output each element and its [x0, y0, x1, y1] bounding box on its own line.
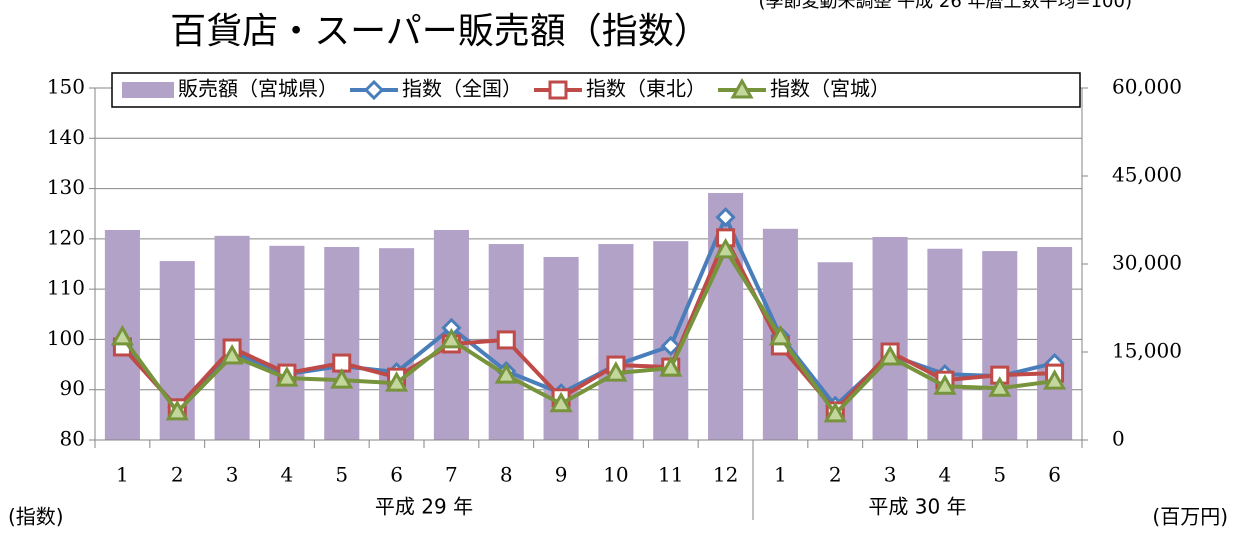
point: [220, 343, 244, 365]
point: [604, 361, 628, 382]
point: [878, 344, 902, 366]
point: [494, 363, 518, 384]
x-tick-label: 6: [1048, 463, 1061, 487]
x-tick-label: 8: [500, 463, 513, 487]
y-tick-label: 120: [47, 225, 85, 249]
legend-swatch: [122, 82, 174, 98]
point: [439, 327, 463, 349]
bar: [379, 248, 415, 440]
y2-axis-label: (百万円): [1152, 505, 1228, 529]
group-label: 平成 30 年: [868, 495, 966, 519]
bar: [598, 244, 634, 440]
x-tick-label: 3: [884, 463, 897, 487]
legend-label: 指数（宮城）: [770, 77, 890, 101]
legend-marker: [730, 77, 754, 99]
legend-marker: [363, 79, 385, 101]
y-tick-label: 130: [47, 175, 85, 199]
y2-tick-label: 15,000: [1112, 339, 1182, 363]
bar: [543, 256, 579, 440]
point: [660, 335, 681, 357]
bar: [324, 246, 360, 440]
point: [549, 391, 573, 413]
line: [120, 235, 1055, 413]
x-tick-label: 9: [555, 463, 568, 487]
x-tick-label: 5: [993, 463, 1006, 487]
x-tick-label: 4: [939, 463, 952, 487]
x-tick-label: 1: [116, 463, 129, 487]
x-tick-label: 11: [658, 463, 683, 487]
y-tick-label: 80: [60, 427, 85, 451]
x-tick-label: 12: [713, 463, 738, 487]
legend-marker: [548, 80, 568, 100]
point: [768, 324, 792, 346]
y2-tick-label: 60,000: [1112, 75, 1182, 99]
group-label: 平成 29 年: [375, 495, 473, 519]
chart-title: 百貨店・スーパー販売額（指数）: [170, 11, 710, 52]
y-tick-label: 140: [47, 125, 85, 149]
legend-label: 指数（全国）: [402, 77, 522, 101]
x-tick-label: 3: [226, 463, 239, 487]
legend-box: [111, 72, 1081, 108]
legend-label: 指数（東北）: [586, 77, 706, 101]
point: [275, 366, 299, 387]
point: [823, 401, 847, 423]
x-tick-label: 1: [774, 463, 787, 487]
note: (季節変動未調整 平成 26 年暦上数平均=100): [758, 0, 1132, 12]
point: [165, 399, 189, 421]
bar: [269, 245, 305, 440]
point: [1043, 369, 1067, 390]
point: [385, 371, 409, 392]
point: [659, 356, 683, 377]
x-tick-label: 6: [390, 463, 403, 487]
point: [330, 368, 354, 389]
point: [715, 207, 736, 228]
x-tick-label: 7: [445, 463, 458, 487]
point: [110, 324, 134, 346]
y2-tick-label: 30,000: [1112, 251, 1182, 275]
y2-tick-label: 0: [1112, 427, 1125, 451]
y2-tick-label: 45,000: [1112, 163, 1182, 187]
point: [714, 237, 738, 259]
x-tick-label: 10: [603, 463, 628, 487]
bar: [1037, 246, 1073, 440]
y-tick-label: 90: [60, 376, 85, 400]
x-tick-label: 4: [281, 463, 294, 487]
point: [988, 376, 1012, 397]
y-tick-label: 100: [47, 326, 85, 350]
bar: [214, 235, 250, 440]
x-tick-label: 2: [171, 463, 184, 487]
x-tick-label: 5: [335, 463, 348, 487]
bar: [927, 248, 963, 440]
y-tick-label: 110: [47, 276, 85, 300]
legend-label: 販売額（宮城県）: [178, 77, 338, 101]
x-tick-label: 2: [829, 463, 842, 487]
y-axis-label: (指数): [8, 505, 64, 529]
point: [933, 374, 957, 395]
bar: [982, 251, 1018, 440]
point: [496, 330, 516, 350]
y-tick-label: 150: [47, 75, 85, 99]
bar: [872, 237, 908, 440]
